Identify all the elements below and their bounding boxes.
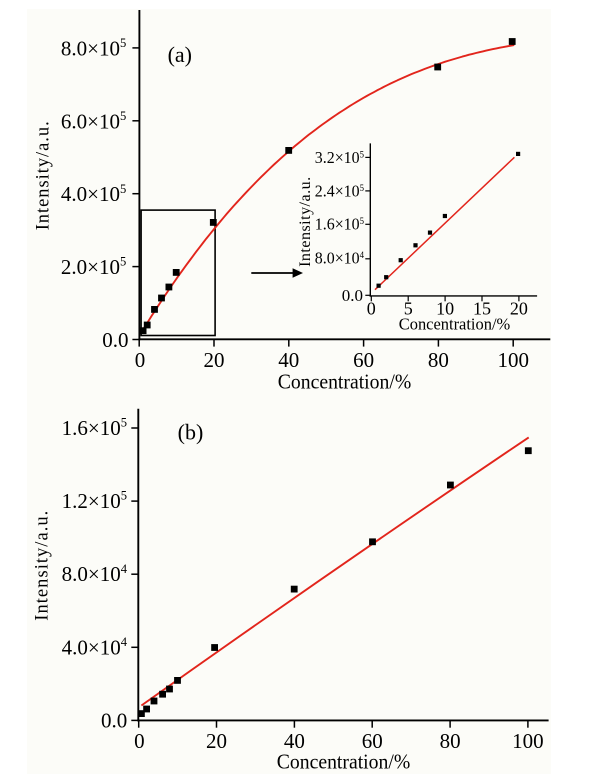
svg-text:60: 60 bbox=[362, 729, 383, 753]
svg-text:4.0×105: 4.0×105 bbox=[61, 182, 126, 206]
svg-text:Intensity/a.u.: Intensity/a.u. bbox=[32, 511, 52, 621]
svg-text:(a): (a) bbox=[168, 42, 192, 67]
svg-text:Intensity/a.u.: Intensity/a.u. bbox=[297, 177, 314, 267]
svg-text:0: 0 bbox=[134, 729, 145, 753]
svg-text:8.0×104: 8.0×104 bbox=[62, 562, 128, 586]
svg-text:8.0×104: 8.0×104 bbox=[315, 248, 364, 267]
svg-text:0.0: 0.0 bbox=[342, 286, 363, 305]
svg-text:100: 100 bbox=[512, 729, 544, 753]
svg-text:20: 20 bbox=[206, 729, 227, 753]
svg-text:Concentration/%: Concentration/% bbox=[278, 370, 412, 394]
svg-text:Intensity/a.u.: Intensity/a.u. bbox=[34, 121, 54, 230]
svg-text:2.0×105: 2.0×105 bbox=[61, 255, 126, 279]
svg-text:10: 10 bbox=[436, 298, 454, 318]
svg-text:6.0×105: 6.0×105 bbox=[61, 109, 126, 133]
svg-text:80: 80 bbox=[440, 729, 461, 753]
svg-text:1.6×105: 1.6×105 bbox=[315, 215, 364, 234]
svg-text:60: 60 bbox=[353, 348, 374, 372]
svg-text:0: 0 bbox=[135, 348, 146, 372]
svg-text:15: 15 bbox=[473, 298, 491, 318]
svg-text:40: 40 bbox=[278, 348, 299, 372]
svg-text:Concentration/%: Concentration/% bbox=[399, 314, 511, 333]
svg-text:100: 100 bbox=[497, 348, 529, 372]
svg-text:20: 20 bbox=[510, 298, 528, 318]
svg-text:20: 20 bbox=[204, 348, 225, 372]
svg-text:80: 80 bbox=[428, 348, 449, 372]
svg-text:8.0×105: 8.0×105 bbox=[61, 36, 126, 60]
svg-text:5: 5 bbox=[404, 298, 413, 318]
svg-text:0: 0 bbox=[367, 298, 376, 318]
svg-text:3.2×105: 3.2×105 bbox=[315, 148, 364, 167]
svg-text:4.0×104: 4.0×104 bbox=[62, 635, 128, 659]
svg-text:0.0: 0.0 bbox=[102, 328, 128, 352]
svg-text:1.6×105: 1.6×105 bbox=[62, 416, 127, 440]
svg-text:0.0: 0.0 bbox=[101, 708, 127, 732]
svg-text:Concentration/%: Concentration/% bbox=[277, 750, 411, 774]
svg-text:40: 40 bbox=[284, 729, 305, 753]
svg-text:1.2×105: 1.2×105 bbox=[62, 489, 127, 513]
svg-text:2.4×105: 2.4×105 bbox=[315, 182, 364, 201]
svg-text:(b): (b) bbox=[178, 419, 204, 444]
